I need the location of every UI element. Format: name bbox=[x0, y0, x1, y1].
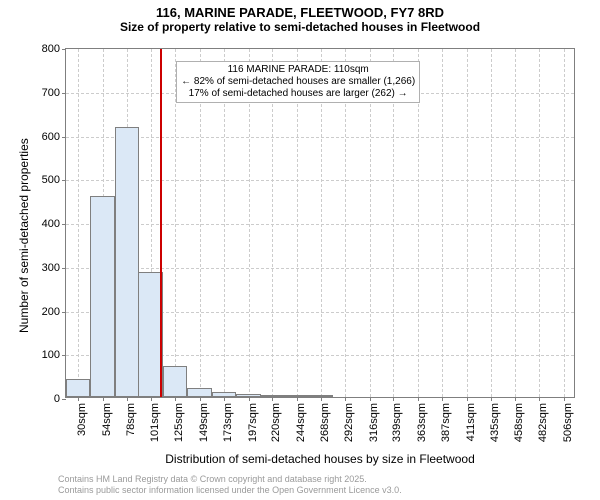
xtick-mark bbox=[564, 397, 565, 401]
xtick-mark bbox=[272, 397, 273, 401]
x-axis-label: Distribution of semi-detached houses by … bbox=[65, 452, 575, 466]
histogram-bar bbox=[260, 395, 284, 397]
grid-line bbox=[66, 137, 574, 138]
histogram-bar bbox=[284, 395, 308, 397]
xtick-label: 292sqm bbox=[343, 403, 355, 442]
histogram-bar bbox=[115, 127, 139, 397]
chart-container: 116, MARINE PARADE, FLEETWOOD, FY7 8RD S… bbox=[0, 0, 600, 500]
histogram-bar bbox=[212, 392, 236, 397]
vgrid-line bbox=[515, 49, 516, 397]
xtick-mark bbox=[127, 397, 128, 401]
xtick-mark bbox=[103, 397, 104, 401]
grid-line bbox=[66, 180, 574, 181]
ytick-label: 800 bbox=[20, 43, 66, 55]
xtick-mark bbox=[491, 397, 492, 401]
xtick-label: 506sqm bbox=[562, 403, 574, 442]
chart-area: 010020030040050060070080030sqm54sqm78sqm… bbox=[65, 48, 575, 398]
xtick-mark bbox=[467, 397, 468, 401]
xtick-mark bbox=[200, 397, 201, 401]
plot-area: 010020030040050060070080030sqm54sqm78sqm… bbox=[65, 48, 575, 398]
xtick-label: 173sqm bbox=[222, 403, 234, 442]
xtick-mark bbox=[297, 397, 298, 401]
xtick-label: 78sqm bbox=[125, 403, 137, 436]
ytick-label: 100 bbox=[20, 349, 66, 361]
histogram-bar bbox=[66, 379, 90, 397]
xtick-label: 30sqm bbox=[76, 403, 88, 436]
xtick-label: 363sqm bbox=[416, 403, 428, 442]
xtick-mark bbox=[345, 397, 346, 401]
vgrid-line bbox=[467, 49, 468, 397]
xtick-mark bbox=[418, 397, 419, 401]
grid-line bbox=[66, 268, 574, 269]
xtick-mark bbox=[224, 397, 225, 401]
vgrid-line bbox=[539, 49, 540, 397]
histogram-bar bbox=[187, 388, 211, 397]
annotation-line-1: 116 MARINE PARADE: 110sqm bbox=[181, 64, 415, 76]
xtick-label: 339sqm bbox=[391, 403, 403, 442]
xtick-mark bbox=[78, 397, 79, 401]
xtick-label: 149sqm bbox=[198, 403, 210, 442]
ytick-label: 0 bbox=[20, 393, 66, 405]
xtick-label: 220sqm bbox=[270, 403, 282, 442]
xtick-mark bbox=[175, 397, 176, 401]
vgrid-line bbox=[564, 49, 565, 397]
xtick-mark bbox=[515, 397, 516, 401]
y-axis-label: Number of semi-detached properties bbox=[17, 138, 31, 333]
xtick-label: 244sqm bbox=[295, 403, 307, 442]
histogram-bar bbox=[90, 196, 114, 397]
footer-line-2: Contains public sector information licen… bbox=[58, 485, 402, 496]
xtick-mark bbox=[151, 397, 152, 401]
xtick-mark bbox=[539, 397, 540, 401]
xtick-label: 435sqm bbox=[489, 403, 501, 442]
histogram-bar bbox=[309, 395, 333, 397]
xtick-label: 458sqm bbox=[513, 403, 525, 442]
vgrid-line bbox=[442, 49, 443, 397]
annotation-line-2: ← 82% of semi-detached houses are smalle… bbox=[181, 76, 415, 88]
xtick-mark bbox=[393, 397, 394, 401]
annotation-line-3: 17% of semi-detached houses are larger (… bbox=[181, 88, 415, 100]
xtick-label: 54sqm bbox=[101, 403, 113, 436]
title-sub: Size of property relative to semi-detach… bbox=[0, 21, 600, 35]
ytick-label: 700 bbox=[20, 87, 66, 99]
vgrid-line bbox=[491, 49, 492, 397]
xtick-mark bbox=[370, 397, 371, 401]
xtick-label: 125sqm bbox=[173, 403, 185, 442]
xtick-label: 268sqm bbox=[319, 403, 331, 442]
vgrid-line bbox=[78, 49, 79, 397]
xtick-label: 101sqm bbox=[149, 403, 161, 442]
histogram-bar bbox=[163, 366, 187, 398]
footer-line-1: Contains HM Land Registry data © Crown c… bbox=[58, 474, 402, 485]
xtick-label: 411sqm bbox=[465, 403, 477, 441]
xtick-label: 482sqm bbox=[537, 403, 549, 442]
xtick-mark bbox=[442, 397, 443, 401]
xtick-label: 197sqm bbox=[247, 403, 259, 442]
xtick-mark bbox=[249, 397, 250, 401]
histogram-bar bbox=[236, 394, 260, 398]
annotation-box: 116 MARINE PARADE: 110sqm← 82% of semi-d… bbox=[176, 61, 420, 103]
title-main: 116, MARINE PARADE, FLEETWOOD, FY7 8RD bbox=[0, 0, 600, 21]
xtick-label: 387sqm bbox=[440, 403, 452, 442]
reference-line bbox=[160, 49, 162, 397]
xtick-mark bbox=[321, 397, 322, 401]
xtick-label: 316sqm bbox=[368, 403, 380, 442]
grid-line bbox=[66, 224, 574, 225]
footer-note: Contains HM Land Registry data © Crown c… bbox=[58, 474, 402, 496]
